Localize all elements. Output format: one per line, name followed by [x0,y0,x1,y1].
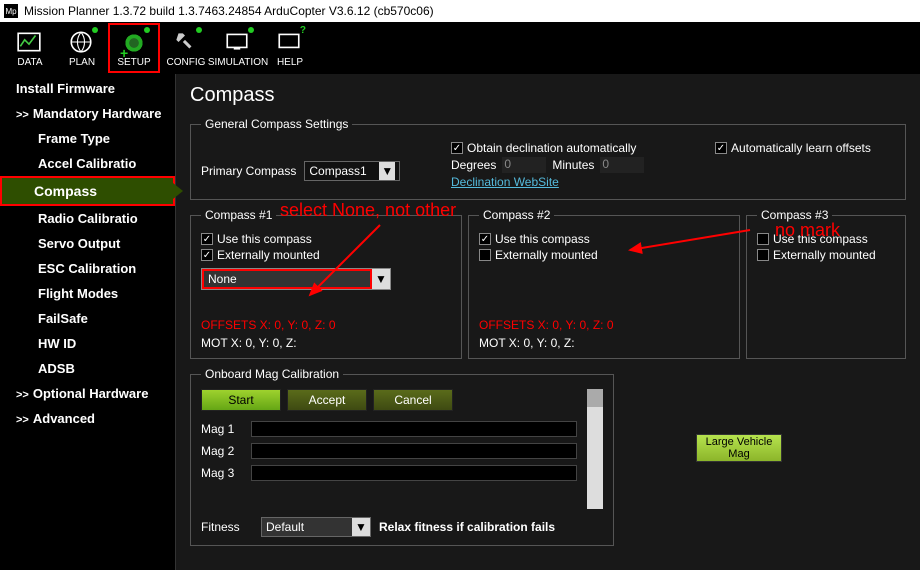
tool-plan[interactable]: PLAN [56,23,108,73]
compass1-external-checkbox[interactable] [201,249,213,261]
compass1-orientation-value: None [208,272,237,286]
compass1-fieldset: Compass #1 Use this compass Externally m… [190,208,462,359]
compass1-mot: MOT X: 0, Y: 0, Z: [201,336,451,350]
tool-data-label: DATA [17,57,42,68]
tool-simulation[interactable]: SIMULATION [212,23,264,73]
large-vehicle-mag-button[interactable]: Large Vehicle Mag [696,434,782,462]
sidebar-esc-calibration[interactable]: ESC Calibration [0,256,175,281]
sidebar-radio-calibration[interactable]: Radio Calibratio [0,206,175,231]
sidebar-compass[interactable]: Compass [0,176,175,206]
fitness-label: Fitness [201,520,253,534]
tool-help[interactable]: ? HELP [264,23,316,73]
compass2-external-label: Externally mounted [495,248,598,262]
compass2-use-label: Use this compass [495,232,590,246]
minutes-value: 0 [600,157,609,171]
primary-compass-label: Primary Compass [201,164,296,178]
compass3-legend: Compass #3 [757,208,832,222]
compass2-use-checkbox[interactable] [479,233,491,245]
sidebar-optional-hardware[interactable]: Optional Hardware [0,381,175,406]
primary-compass-select[interactable]: Compass1 ▼ [304,161,400,181]
relax-fitness-label: Relax fitness if calibration fails [379,520,555,534]
calibration-scrollbar[interactable] [587,389,603,509]
compass3-use-checkbox[interactable] [757,233,769,245]
dropdown-arrow-icon: ▼ [379,162,395,180]
sidebar-servo-output[interactable]: Servo Output [0,231,175,256]
compass1-external-label: Externally mounted [217,248,320,262]
compass1-orientation-select[interactable]: None ▼ [201,268,391,290]
start-button[interactable]: Start [201,389,281,411]
tool-help-label: HELP [277,57,303,68]
tool-config-label: CONFIG [167,57,206,68]
tool-config[interactable]: CONFIG [160,23,212,73]
tool-plan-label: PLAN [69,57,95,68]
degrees-value: 0 [502,157,511,171]
obtain-declination-checkbox[interactable] [451,142,463,154]
content-pane: Compass General Compass Settings Primary… [176,74,920,570]
sidebar-mandatory-hardware[interactable]: Mandatory Hardware [0,101,175,126]
tool-simulation-label: SIMULATION [208,57,268,68]
main-toolbar: DATA PLAN + SETUP CONFIG SIMULATION ? HE… [0,22,920,74]
minutes-label: Minutes [552,158,594,172]
scrollbar-thumb[interactable] [587,389,603,407]
compass2-fieldset: Compass #2 Use this compass Externally m… [468,208,740,359]
fitness-value: Default [262,520,352,534]
page-title: Compass [190,84,906,107]
accept-button[interactable]: Accept [287,389,367,411]
dropdown-arrow-icon: ▼ [372,272,390,286]
sidebar-adsb[interactable]: ADSB [0,356,175,381]
titlebar: Mp Mission Planner 1.3.72 build 1.3.7463… [0,0,920,22]
compass2-mot: MOT X: 0, Y: 0, Z: [479,336,729,350]
fitness-select[interactable]: Default ▼ [261,517,371,537]
degrees-field[interactable]: 0 [502,157,546,173]
sidebar-advanced[interactable]: Advanced [0,406,175,431]
compass3-external-label: Externally mounted [773,248,876,262]
tool-data[interactable]: DATA [4,23,56,73]
sidebar: Install Firmware Mandatory Hardware Fram… [0,74,176,570]
compass3-use-label: Use this compass [773,232,868,246]
cancel-button[interactable]: Cancel [373,389,453,411]
dropdown-arrow-icon: ▼ [352,518,370,536]
compass3-external-checkbox[interactable] [757,249,769,261]
compass1-offsets: OFFSETS X: 0, Y: 0, Z: 0 [201,318,451,332]
mag2-label: Mag 2 [201,444,241,458]
general-settings-legend: General Compass Settings [201,117,352,131]
degrees-label: Degrees [451,158,496,172]
mag2-progress [251,443,577,459]
compass2-legend: Compass #2 [479,208,554,222]
sidebar-frame-type[interactable]: Frame Type [0,126,175,151]
sidebar-flight-modes[interactable]: Flight Modes [0,281,175,306]
auto-learn-offsets-checkbox[interactable] [715,142,727,154]
compass2-external-checkbox[interactable] [479,249,491,261]
compass2-offsets: OFFSETS X: 0, Y: 0, Z: 0 [479,318,729,332]
sidebar-hw-id[interactable]: HW ID [0,331,175,356]
compass1-use-checkbox[interactable] [201,233,213,245]
general-settings-fieldset: General Compass Settings Primary Compass… [190,117,906,200]
window-title: Mission Planner 1.3.72 build 1.3.7463.24… [24,4,434,18]
compass1-use-label: Use this compass [217,232,312,246]
mag1-progress [251,421,577,437]
mag3-progress [251,465,577,481]
app-icon: Mp [4,4,18,18]
obtain-declination-label: Obtain declination automatically [467,141,636,155]
declination-website-link[interactable]: Declination WebSite [451,175,559,189]
tool-setup[interactable]: + SETUP [108,23,160,73]
onboard-mag-calibration-fieldset: Onboard Mag Calibration Start Accept Can… [190,367,614,546]
mag1-label: Mag 1 [201,422,241,436]
sidebar-failsafe[interactable]: FailSafe [0,306,175,331]
onboard-mag-calibration-legend: Onboard Mag Calibration [201,367,343,381]
sidebar-install-firmware[interactable]: Install Firmware [0,76,175,101]
compass3-fieldset: Compass #3 Use this compass Externally m… [746,208,906,359]
auto-learn-offsets-label: Automatically learn offsets [731,141,871,155]
primary-compass-value: Compass1 [309,164,375,178]
minutes-field[interactable]: 0 [600,157,644,173]
mag3-label: Mag 3 [201,466,241,480]
compass1-legend: Compass #1 [201,208,276,222]
sidebar-accel-calibration[interactable]: Accel Calibratio [0,151,175,176]
